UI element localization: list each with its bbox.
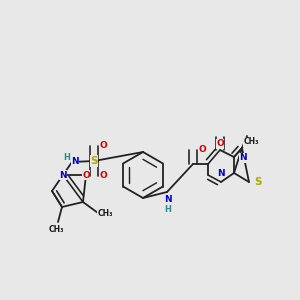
Text: CH₃: CH₃ xyxy=(48,226,64,235)
Text: N: N xyxy=(217,169,225,178)
Text: S: S xyxy=(254,177,262,187)
Text: O: O xyxy=(82,170,90,179)
Text: O: O xyxy=(99,172,107,181)
Text: O: O xyxy=(198,146,206,154)
Text: O: O xyxy=(216,140,224,148)
Text: N: N xyxy=(164,196,172,205)
Text: N: N xyxy=(71,157,79,166)
Text: S: S xyxy=(90,156,98,166)
Text: O: O xyxy=(99,142,107,151)
Text: N: N xyxy=(59,170,67,179)
Text: CH₃: CH₃ xyxy=(243,137,259,146)
Text: CH₃: CH₃ xyxy=(97,208,113,217)
Text: H: H xyxy=(64,152,70,161)
Text: H: H xyxy=(165,205,171,214)
Text: N: N xyxy=(239,154,247,163)
